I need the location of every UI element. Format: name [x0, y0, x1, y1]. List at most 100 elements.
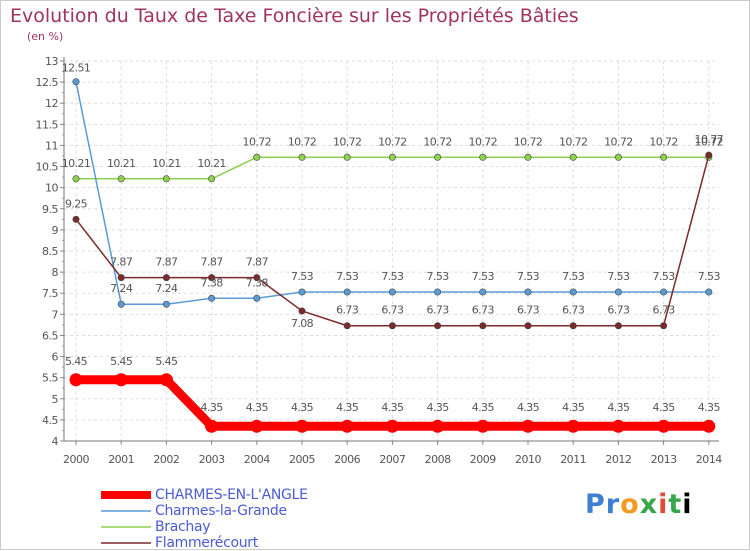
data-point — [611, 419, 625, 433]
data-label: 10.21 — [62, 157, 91, 170]
data-label: 4.35 — [562, 401, 585, 414]
y-tick-label: 9.5 — [42, 203, 58, 216]
data-label: 7.53 — [562, 270, 585, 283]
data-point — [117, 274, 125, 282]
data-label: 7.53 — [381, 270, 404, 283]
y-tick-label: 13 — [45, 55, 58, 68]
chart-title: Evolution du Taux de Taxe Foncière sur l… — [10, 5, 579, 27]
data-point — [566, 419, 580, 433]
data-point — [72, 175, 80, 183]
data-point — [159, 373, 173, 387]
x-tick-label: 2003 — [199, 453, 225, 466]
data-point — [702, 419, 716, 433]
data-label: 4.35 — [246, 401, 269, 414]
chart-subtitle: (en %) — [27, 30, 64, 43]
data-point — [385, 419, 399, 433]
data-point — [388, 322, 396, 330]
data-point — [208, 294, 216, 302]
data-point — [434, 153, 442, 161]
data-label: 4.35 — [427, 401, 450, 414]
data-point — [524, 288, 532, 296]
x-tick-label: 2014 — [696, 453, 722, 466]
x-tick-label: 2006 — [334, 453, 360, 466]
y-tick-label: 6.5 — [42, 329, 58, 342]
data-label: 7.53 — [607, 270, 630, 283]
data-point — [117, 300, 125, 308]
data-point — [569, 322, 577, 330]
data-label: 5.45 — [110, 355, 133, 368]
data-label: 7.53 — [517, 270, 540, 283]
data-label: 10.72 — [423, 135, 452, 148]
y-tick-label: 8 — [52, 266, 59, 279]
data-label: 10.21 — [152, 157, 181, 170]
y-tick-label: 7 — [52, 308, 59, 321]
data-point — [660, 288, 668, 296]
data-point — [253, 274, 261, 282]
x-tick-label: 2012 — [605, 453, 631, 466]
data-label: 5.45 — [155, 355, 178, 368]
series-group — [72, 153, 713, 183]
data-label: 4.35 — [698, 401, 721, 414]
x-tick-label: 2010 — [515, 453, 541, 466]
data-point — [253, 153, 261, 161]
data-point — [705, 151, 713, 159]
data-label: 10.72 — [604, 135, 633, 148]
data-point — [660, 322, 668, 330]
data-label: 10.72 — [333, 135, 362, 148]
data-label: 10.72 — [243, 135, 272, 148]
y-tick-label: 4.5 — [42, 414, 58, 427]
legend-label: CHARMES-EN-L'ANGLE — [155, 487, 308, 503]
data-point — [250, 419, 264, 433]
data-point — [434, 288, 442, 296]
data-point — [569, 288, 577, 296]
data-label: 4.35 — [607, 401, 630, 414]
legend-item: CHARMES-EN-L'ANGLE — [101, 487, 401, 503]
data-label: 10.72 — [559, 135, 588, 148]
data-point — [72, 215, 80, 223]
x-tick-label: 2013 — [651, 453, 677, 466]
y-tick-label: 8.5 — [42, 245, 58, 258]
data-point — [705, 288, 713, 296]
data-point — [69, 373, 83, 387]
data-label: 10.77 — [695, 133, 724, 146]
legend-item: Brachay — [101, 519, 401, 535]
y-tick-label: 5.5 — [42, 372, 58, 385]
data-point — [298, 288, 306, 296]
legend-swatch — [101, 510, 151, 512]
data-point — [388, 153, 396, 161]
series-group — [69, 373, 716, 433]
data-point — [72, 78, 80, 86]
data-label: 7.53 — [336, 270, 359, 283]
data-label: 6.73 — [517, 304, 540, 317]
x-tick-label: 2002 — [153, 453, 179, 466]
series-group — [72, 78, 713, 308]
data-label: 10.72 — [695, 135, 724, 148]
data-point — [114, 373, 128, 387]
data-point — [569, 153, 577, 161]
data-label: 7.53 — [291, 270, 314, 283]
data-label: 4.35 — [291, 401, 314, 414]
data-label: 4.35 — [201, 401, 224, 414]
y-tick-label: 4 — [52, 435, 59, 448]
y-tick-label: 7.5 — [42, 287, 58, 300]
data-point — [117, 175, 125, 183]
data-label: 6.73 — [381, 304, 404, 317]
data-point — [479, 153, 487, 161]
data-label: 10.72 — [288, 135, 317, 148]
x-tick-label: 2007 — [379, 453, 405, 466]
y-tick-label: 6 — [52, 351, 59, 364]
data-point — [521, 419, 535, 433]
data-point — [479, 288, 487, 296]
data-point — [476, 419, 490, 433]
y-tick-label: 11 — [45, 139, 58, 152]
data-label: 12.51 — [62, 62, 91, 75]
x-tick-label: 2011 — [560, 453, 586, 466]
data-label: 6.73 — [653, 304, 676, 317]
data-label: 6.73 — [472, 304, 495, 317]
data-label: 10.72 — [378, 135, 407, 148]
data-point — [614, 288, 622, 296]
data-point — [343, 288, 351, 296]
data-label: 10.72 — [469, 135, 498, 148]
